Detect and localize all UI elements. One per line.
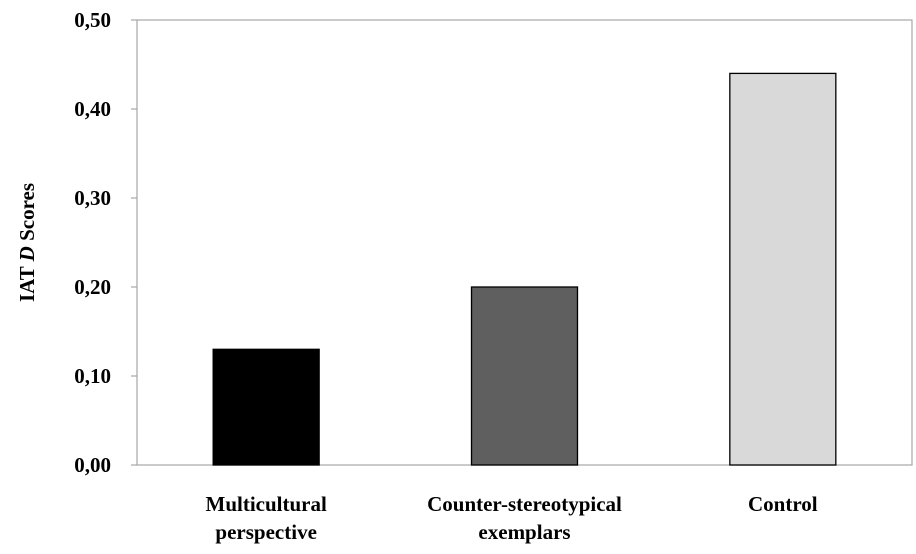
x-category-label: Counter-stereotypical exemplars	[427, 492, 622, 544]
y-tick-label: 0,00	[74, 453, 111, 477]
x-category-label-line: Counter-stereotypical	[427, 492, 622, 516]
bar-1	[212, 348, 320, 466]
y-axis-title: IAT D Scores	[15, 183, 39, 302]
x-category-label-line: exemplars	[478, 520, 570, 544]
x-category-label-line: Multicultural	[206, 492, 327, 516]
y-axis-title-part: Scores	[15, 183, 39, 246]
bar-2	[470, 286, 579, 466]
x-axis: Multicultural perspective Counter-stereoty…	[206, 492, 818, 544]
y-axis-title-part: IAT	[15, 261, 39, 302]
y-tick-label: 0,40	[74, 97, 111, 121]
y-axis: 0,00 0,10 0,20 0,30 0,40 0,50	[74, 8, 137, 477]
y-tick-label: 0,20	[74, 275, 111, 299]
y-tick-label: 0,50	[74, 8, 111, 32]
bar-3	[729, 72, 837, 466]
y-axis-title-part: D	[15, 246, 39, 262]
x-category-label: Multicultural perspective	[206, 492, 327, 544]
y-axis-title-group: IAT D Scores	[15, 183, 39, 302]
x-category-label-line: perspective	[215, 520, 316, 544]
bars	[212, 72, 837, 466]
y-tick-label: 0,30	[74, 186, 111, 210]
x-category-label: Control	[748, 492, 818, 516]
x-category-label-line: Control	[748, 492, 818, 516]
y-tick-label: 0,10	[74, 364, 111, 388]
